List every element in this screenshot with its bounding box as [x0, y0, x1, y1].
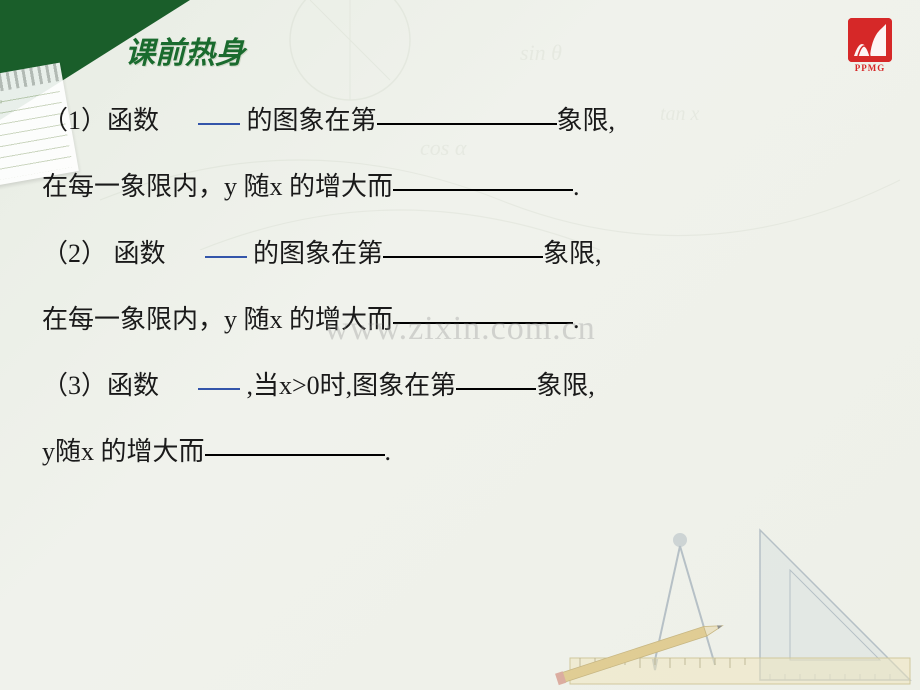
content-body: （1）函数 的图象在第象限, 在每一象限内，y 随x 的增大而. （2） 函数 … [42, 88, 840, 486]
q3-prefix: （3）函数 [42, 371, 159, 400]
blank-1a [377, 123, 557, 125]
blank-formula-2 [205, 256, 247, 258]
blank-3b [205, 454, 385, 456]
q1-mid: 的图象在第 [240, 106, 377, 135]
blank-formula-1 [198, 123, 240, 125]
section-title: 课前热身 [125, 28, 245, 72]
q3-end: . [385, 437, 392, 466]
q1-line2: 在每一象限内，y 随x 的增大而 [42, 172, 393, 201]
q3-line2: y随x 的增大而 [42, 437, 205, 466]
q3-suffix: 象限, [536, 371, 595, 400]
q3-mid: ,当x>0时,图象在第 [240, 371, 456, 400]
q2-suffix: 象限, [543, 239, 602, 268]
blank-formula-3 [198, 388, 240, 390]
q1-suffix: 象限, [557, 106, 616, 135]
question-2-line-1: （2） 函数 的图象在第 象限, [42, 221, 840, 287]
logo: PPMG [845, 18, 895, 73]
logo-icon [848, 18, 892, 62]
blank-1b [393, 189, 573, 191]
blank-3a [456, 388, 536, 390]
blank-2b [393, 322, 573, 324]
question-1-line-1: （1）函数 的图象在第 象限, [42, 88, 840, 154]
question-3-line-2: y随x 的增大而. [42, 419, 840, 485]
question-1-line-2: 在每一象限内，y 随x 的增大而. [42, 154, 840, 220]
q1-prefix: （1）函数 [42, 106, 159, 135]
question-2-line-2: 在每一象限内，y 随x 的增大而. [42, 287, 840, 353]
q2-mid: 的图象在第 [247, 239, 384, 268]
blank-2a [383, 256, 543, 258]
question-3-line-1: （3）函数 ,当x>0时,图象在第 象限, [42, 353, 840, 419]
q2-line2: 在每一象限内，y 随x 的增大而 [42, 305, 393, 334]
logo-text: PPMG [845, 63, 895, 73]
q1-end: . [573, 172, 580, 201]
q2-prefix: （2） 函数 [42, 239, 166, 268]
q2-end: . [573, 305, 580, 334]
